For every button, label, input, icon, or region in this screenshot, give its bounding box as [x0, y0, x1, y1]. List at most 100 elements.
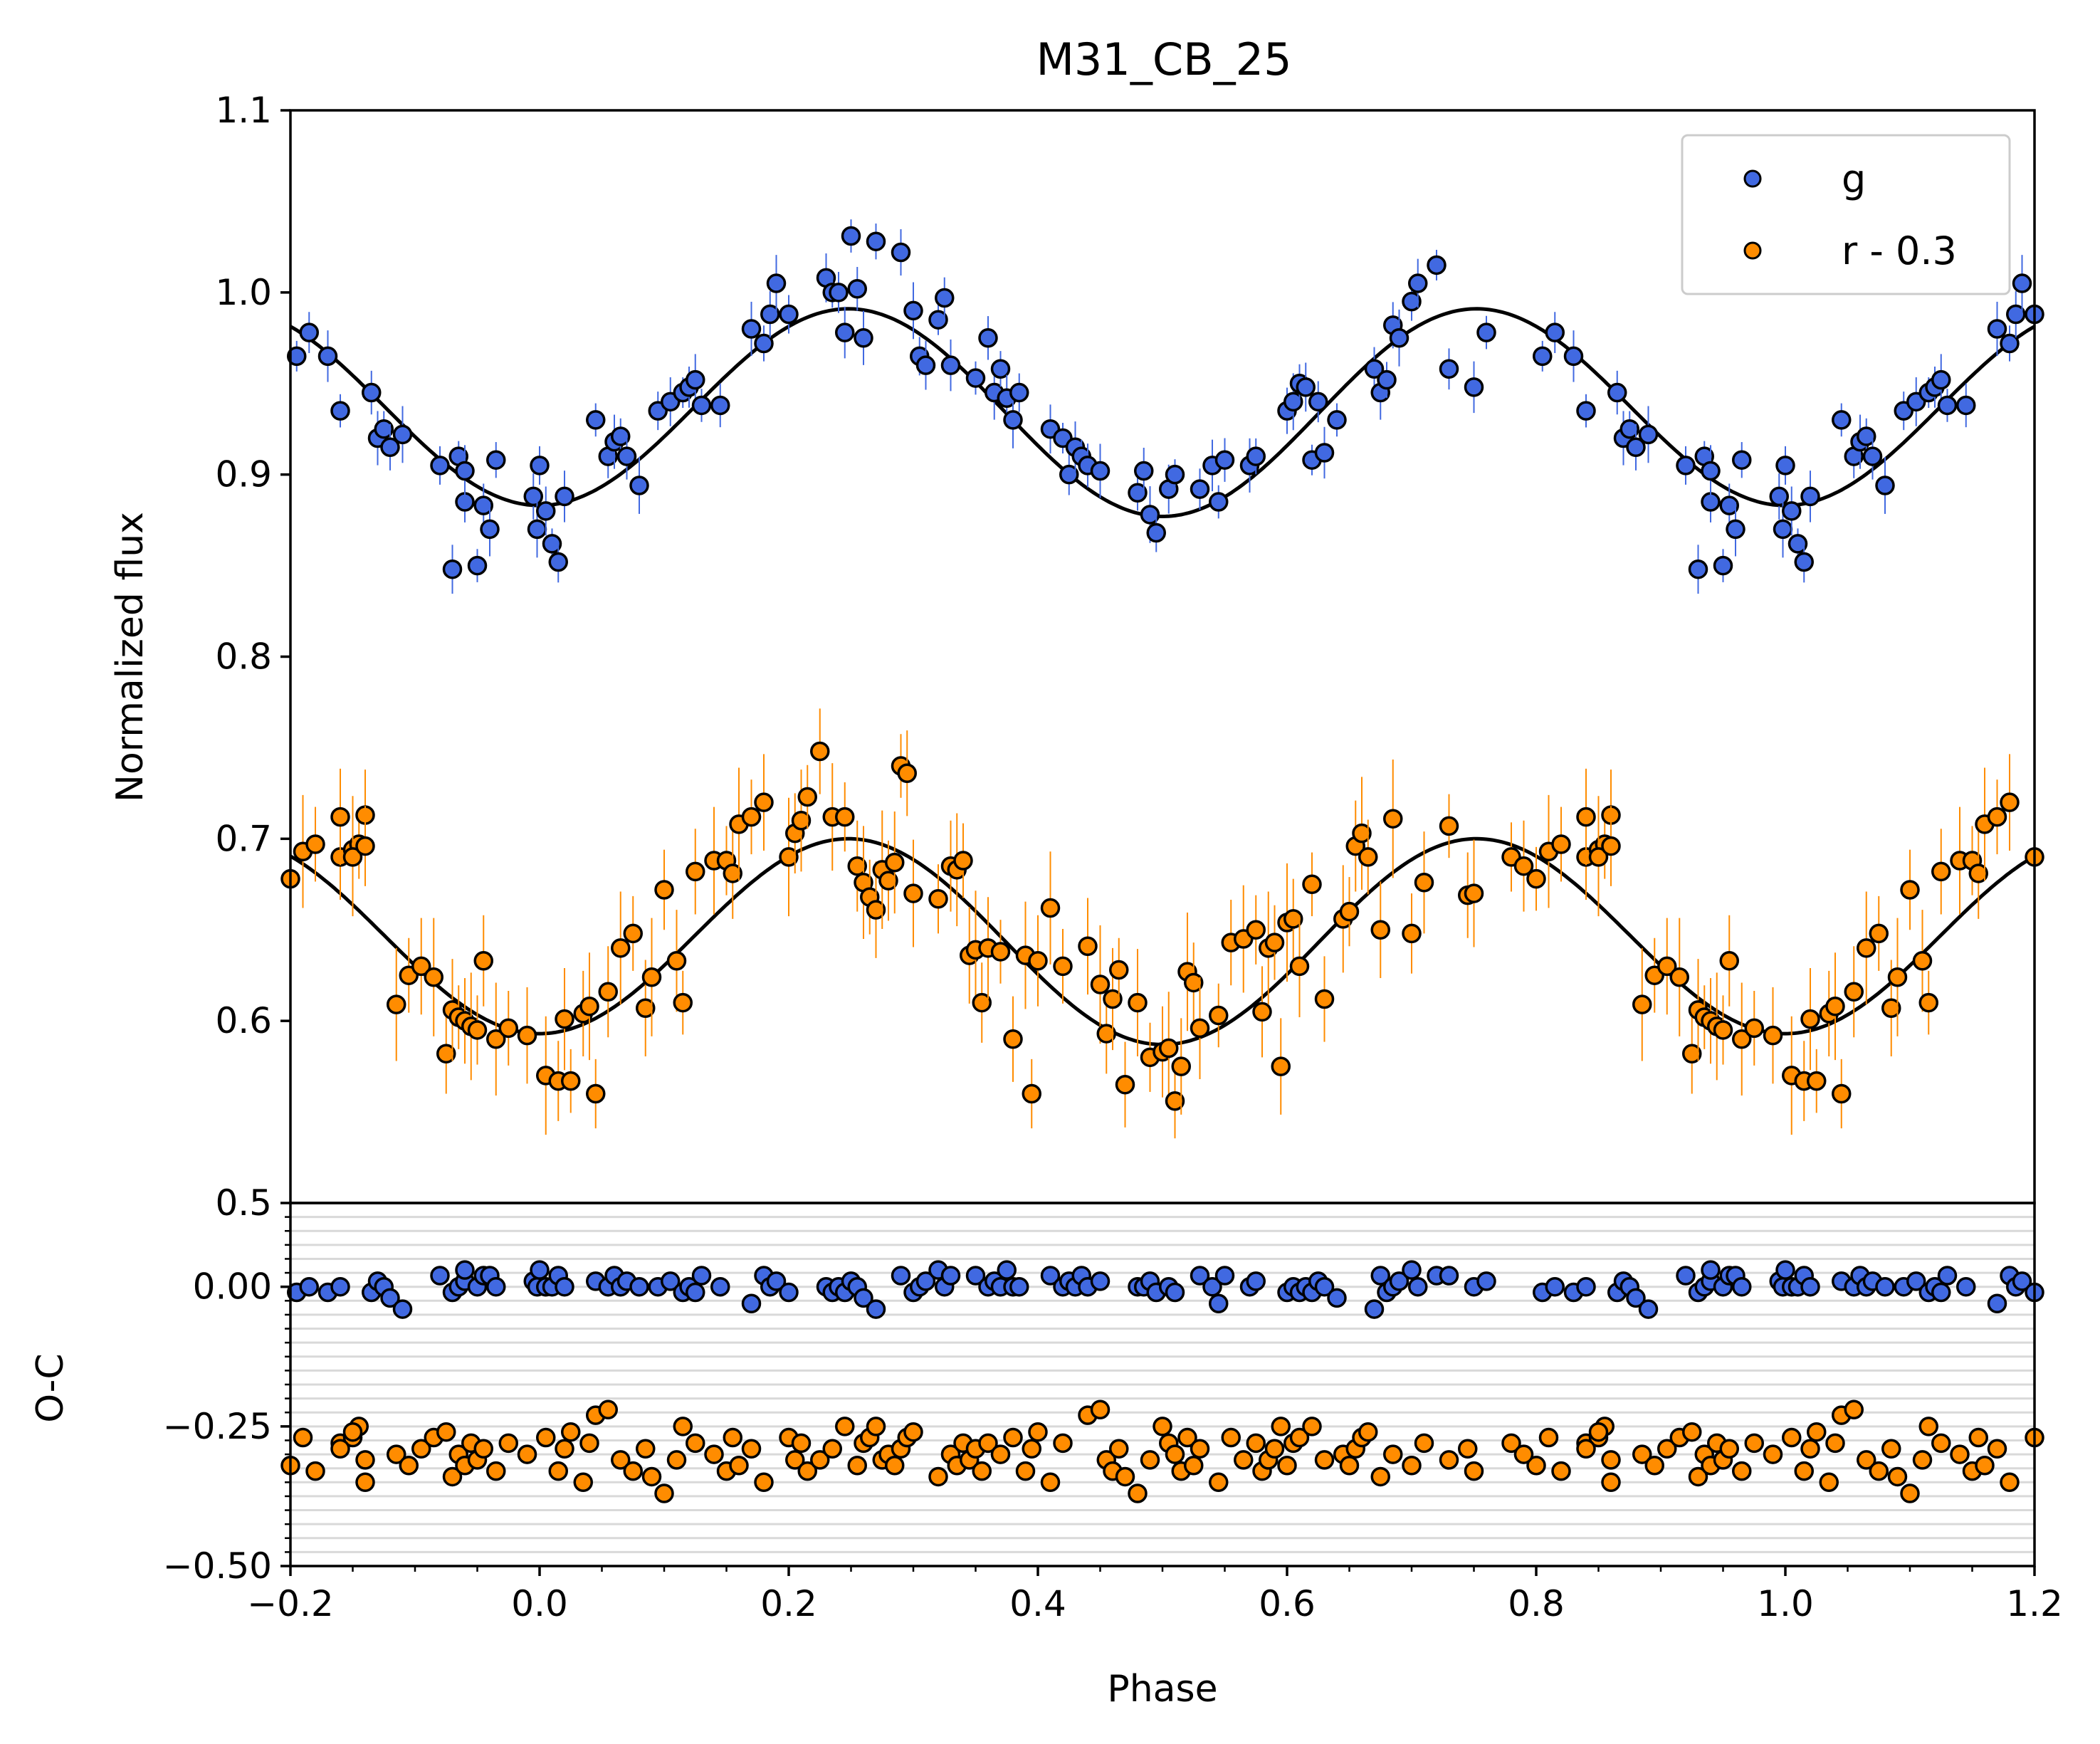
- g-residual-point: [1209, 1293, 1229, 1313]
- r-point: [641, 967, 662, 987]
- r-point: [1078, 936, 1098, 957]
- r-residual-point: [1732, 1461, 1752, 1481]
- g-residual-point: [854, 1288, 873, 1308]
- r-point: [1383, 809, 1403, 829]
- r-point: [1601, 836, 1621, 856]
- g-point: [1009, 382, 1029, 403]
- r-point: [636, 998, 656, 1019]
- light-curve-points: [280, 219, 2044, 1139]
- g-residual-point: [1638, 1299, 1659, 1319]
- r-residual-point: [1744, 1433, 1764, 1454]
- r-point: [598, 982, 618, 1002]
- r-point: [1246, 920, 1266, 940]
- g-point: [1875, 476, 1895, 495]
- g-residual-point: [1408, 1276, 1428, 1297]
- r-point: [1968, 863, 1988, 883]
- r-residual-point: [611, 1450, 631, 1470]
- r-residual-point: [654, 1483, 674, 1503]
- r-residual-point: [1246, 1433, 1266, 1454]
- r-point: [1763, 1025, 1783, 1046]
- g-residual-point: [1937, 1266, 1958, 1286]
- g-point: [1545, 322, 1565, 342]
- r-residual-point: [2000, 1472, 2020, 1493]
- g-point: [1626, 437, 1646, 458]
- r-residual-point: [928, 1466, 948, 1487]
- g-point: [1190, 479, 1210, 499]
- r-residual-point: [686, 1433, 705, 1454]
- g-point: [530, 456, 550, 476]
- g-residual-point: [965, 1266, 986, 1286]
- r-point: [666, 950, 687, 971]
- g-point: [362, 382, 382, 403]
- r-residual-point: [498, 1433, 518, 1454]
- g-residual-point: [741, 1293, 762, 1313]
- r-point: [586, 1083, 606, 1104]
- g-point: [1314, 443, 1335, 463]
- r-point: [561, 1071, 581, 1091]
- g-point: [1732, 450, 1752, 470]
- x-tick-label: 0.8: [1508, 1583, 1565, 1624]
- r-residual-point: [1857, 1450, 1876, 1470]
- g-residual-point: [299, 1276, 319, 1297]
- g-point: [473, 495, 493, 515]
- g-residual-point: [915, 1271, 936, 1291]
- r-point: [1576, 807, 1596, 827]
- y-tick-label: 0.00: [193, 1266, 272, 1308]
- r-point: [810, 741, 830, 762]
- g-residual-point: [1626, 1288, 1646, 1308]
- r-point: [1165, 1091, 1185, 1111]
- g-point: [928, 310, 948, 330]
- g-residual-point: [392, 1299, 413, 1319]
- y-tick-label: 1.1: [215, 90, 272, 131]
- g-point: [1576, 401, 1596, 421]
- g-point: [536, 501, 556, 521]
- r-point: [654, 880, 674, 900]
- r-point: [1912, 950, 1933, 971]
- r-point: [1713, 1020, 1733, 1040]
- r-point: [953, 851, 973, 871]
- r-point: [885, 852, 905, 873]
- y-tick-label: 0.7: [215, 818, 272, 859]
- r-point: [1115, 1074, 1135, 1095]
- g-residual-point: [1214, 1266, 1235, 1286]
- g-residual-point: [1364, 1299, 1385, 1319]
- r-point: [1314, 989, 1335, 1009]
- r-point: [1632, 994, 1652, 1014]
- g-residual-point: [330, 1276, 350, 1297]
- r-point: [436, 1044, 456, 1063]
- g-residual-point: [1090, 1271, 1111, 1291]
- g-residual-point: [766, 1271, 787, 1291]
- g-residual-point: [629, 1276, 649, 1297]
- g-point: [1563, 346, 1584, 367]
- y-tick-label: 0.9: [215, 454, 272, 495]
- g-residual-point: [455, 1260, 475, 1280]
- g-point: [915, 355, 936, 375]
- g-point: [527, 519, 547, 540]
- r-residual-point: [1918, 1417, 1938, 1436]
- r-residual-point: [1383, 1444, 1403, 1464]
- g-point: [1140, 505, 1160, 525]
- g-residual-point: [1314, 1276, 1335, 1297]
- r-residual-point: [548, 1461, 568, 1481]
- r-residual-point: [387, 1444, 406, 1464]
- r-residual-point: [754, 1472, 774, 1493]
- r-point: [1513, 856, 1534, 876]
- r-residual-point: [555, 1439, 574, 1459]
- r-residual-point: [1844, 1399, 1864, 1420]
- g-point: [1364, 359, 1385, 379]
- g-point: [1794, 552, 1814, 572]
- g-point: [1787, 534, 1808, 554]
- g-point: [1059, 464, 1079, 485]
- r-point: [1053, 956, 1073, 977]
- g-point: [847, 278, 867, 299]
- r-point: [1825, 996, 1845, 1017]
- g-residual-point: [1545, 1276, 1565, 1297]
- r-residual-point: [1501, 1433, 1521, 1454]
- r-point: [1807, 1071, 1827, 1091]
- r-point: [1887, 967, 1908, 987]
- y-tick-label: −0.50: [163, 1545, 272, 1587]
- r-residual-point: [1800, 1439, 1820, 1459]
- r-point: [1832, 1083, 1852, 1104]
- g-residual-point: [1931, 1282, 1951, 1303]
